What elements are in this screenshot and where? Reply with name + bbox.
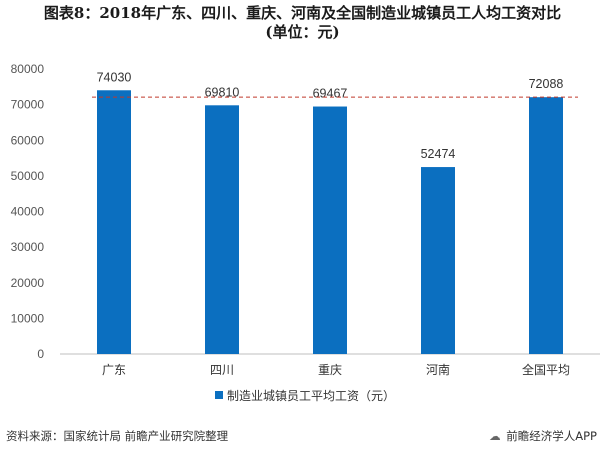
bar: [205, 105, 239, 354]
bar-chart: 0 10000 20000 30000 40000 50000 60000 70000 8000…: [11, 62, 600, 403]
y-tick-label: 70000: [11, 98, 45, 112]
bar: [97, 90, 131, 354]
app-credit: ☁ 前瞻经济学人APP: [489, 428, 597, 444]
data-label: 52474: [421, 147, 456, 161]
data-label: 69810: [205, 85, 240, 99]
chat-bubble-icon: ☁: [489, 429, 501, 443]
app-credit-label: 前瞻经济学人APP: [506, 429, 597, 443]
y-tick-label: 10000: [11, 311, 45, 325]
bar: [313, 106, 347, 355]
legend-label: 制造业城镇员工平均工资（元）: [227, 389, 395, 403]
data-label: 74030: [97, 70, 132, 84]
y-tick-label: 80000: [11, 62, 45, 76]
y-tick-label: 40000: [11, 205, 45, 219]
x-tick-label: 四川: [210, 363, 234, 377]
y-tick-label: 20000: [11, 276, 45, 290]
x-tick-label: 重庆: [318, 363, 342, 377]
y-tick-label: 30000: [11, 240, 45, 254]
data-label: 69467: [313, 87, 348, 101]
x-tick-label: 河南: [426, 362, 450, 377]
y-tick-label: 60000: [11, 133, 45, 147]
chart-title-line1: 图表8：2018年广东、四川、重庆、河南及全国制造业城镇员工人均工资对比: [43, 4, 562, 22]
y-tick-label: 50000: [11, 169, 45, 183]
x-tick-label: 全国平均: [522, 362, 570, 377]
bar: [529, 97, 563, 355]
footer: 资料来源：国家统计局 前瞻产业研究院整理 ☁ 前瞻经济学人APP: [0, 428, 605, 450]
data-label: 72088: [529, 77, 564, 91]
x-tick-label: 广东: [102, 363, 126, 377]
chart-title-line2: (单位：元): [265, 23, 340, 41]
source-note: 资料来源：国家统计局 前瞻产业研究院整理: [6, 429, 229, 443]
y-tick-label: 0: [37, 347, 44, 361]
chart-title: 图表8：2018年广东、四川、重庆、河南及全国制造业城镇员工人均工资对比 (单位…: [0, 4, 605, 42]
legend-swatch: [215, 391, 223, 399]
bar: [421, 167, 455, 354]
